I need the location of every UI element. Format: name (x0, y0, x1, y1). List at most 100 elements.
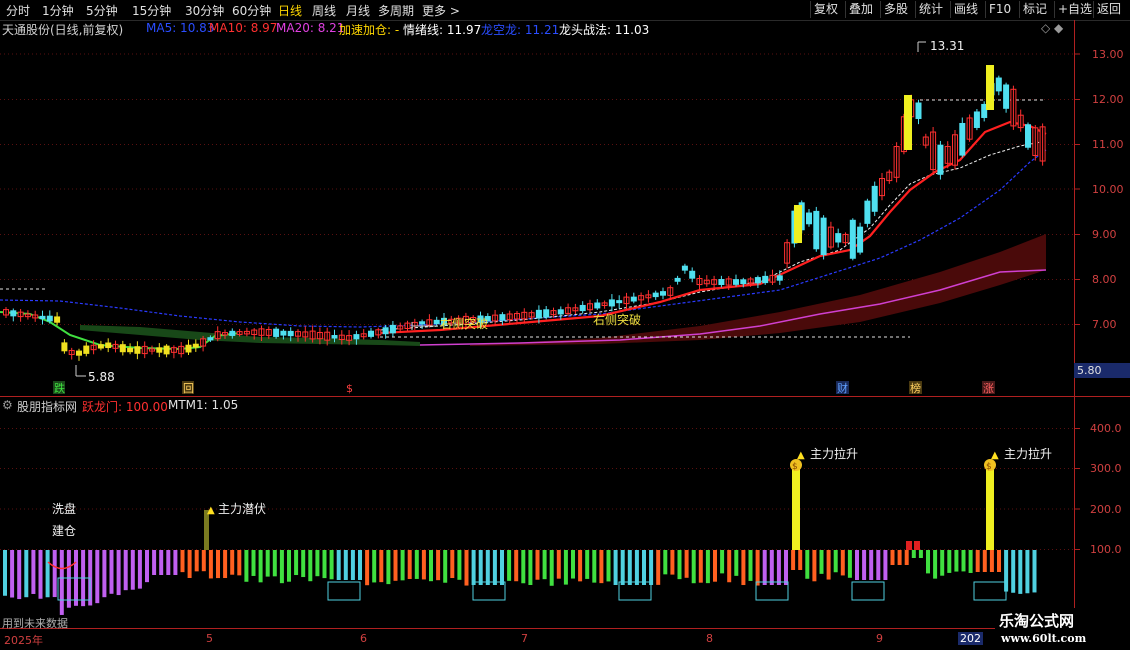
indicator-bar (542, 550, 547, 580)
indicator-bar (954, 550, 959, 572)
longkong-value: 龙空龙: 11.21 (481, 23, 560, 37)
indicator-bar (549, 550, 554, 586)
indicator-bar (840, 550, 845, 576)
indicator-bar (762, 550, 767, 585)
period-tab-1min[interactable]: 1分钟 (42, 4, 74, 18)
indicator-bar (358, 550, 362, 580)
indicator-bar (407, 550, 412, 579)
indicator-bar (784, 550, 788, 585)
indicator-bar (649, 550, 654, 585)
period-tab-multi[interactable]: 多周期 (378, 4, 415, 18)
indicator-bar (904, 550, 909, 565)
period-tab-fenshi[interactable]: 分时 (6, 4, 31, 18)
indicator-bar (826, 550, 831, 580)
jiancang-label: 建仓 (52, 524, 76, 538)
indicator-bar (386, 550, 391, 585)
indicator-name[interactable]: 股朋指标网 (17, 400, 78, 414)
back-button[interactable]: 返回 (1093, 1, 1124, 18)
indicator-bar (414, 550, 419, 579)
indicator-bar (109, 550, 114, 594)
indicator-bar (947, 550, 952, 573)
period-tab-15min[interactable]: 15分钟 (132, 4, 172, 18)
indicator-bar (187, 550, 192, 578)
price-label: 9.00 (1092, 228, 1117, 241)
fuquan-button[interactable]: 复权 (810, 1, 841, 18)
indicator-label: 100.0 (1090, 543, 1122, 556)
indicator-bar (1025, 550, 1030, 594)
gear-icon[interactable]: ⚙ (2, 398, 13, 412)
price-label: 12.00 (1092, 93, 1124, 106)
indicator-bar (443, 550, 448, 583)
indicator-bar (940, 550, 945, 576)
jiasu-value: 加速加仓: - (339, 23, 400, 37)
price-label: 13.00 (1092, 48, 1124, 61)
money-bag-icon: $ (986, 462, 992, 472)
indicator-bar (500, 550, 504, 585)
indicator-bar (130, 550, 135, 590)
indicator-bar (429, 550, 433, 582)
mark-button[interactable]: 标记 (1019, 1, 1050, 18)
period-tab-5min[interactable]: 5分钟 (86, 4, 118, 18)
indicator-bar (201, 550, 206, 572)
period-toolbar: 分时 1分钟 5分钟 15分钟 30分钟 60分钟 日线 周线 月线 多周期 更… (0, 0, 1130, 21)
indicator-bar (975, 550, 980, 572)
indicator-bar (208, 550, 213, 579)
indicator-bar (230, 550, 235, 575)
kline-chart[interactable]: 13.00 12.00 11.00 10.00 9.00 8.00 7.00 4… (0, 20, 1130, 650)
indicator-bar (421, 550, 426, 580)
indicator-bar (329, 550, 334, 580)
indicator-bar (812, 550, 817, 582)
multi-stock-button[interactable]: 多股 (880, 1, 911, 18)
zhuli-lasheng-label-1: 主力拉升 (810, 446, 858, 461)
indicator-bar (485, 550, 490, 585)
period-tab-weekly[interactable]: 周线 (312, 4, 337, 18)
xipan-label: 洗盘 (52, 501, 76, 516)
date-label: 9 (876, 632, 883, 645)
indicator-bar (66, 550, 71, 608)
indicator-bar (833, 550, 838, 573)
indicator-bar (933, 550, 938, 579)
event-zhang-marker: 涨 (983, 382, 994, 395)
statistics-button[interactable]: 统计 (915, 1, 946, 18)
current-price-box: 5.80 (1074, 363, 1130, 378)
indicator-bar (471, 550, 476, 585)
chart-controls-icon[interactable]: ◇ ◆ (1041, 21, 1064, 35)
indicator-bar (315, 550, 320, 577)
breakout-label-2: 右侧突破 (593, 312, 641, 327)
period-tab-more[interactable]: 更多 > (422, 4, 460, 18)
indicator-bar (159, 550, 164, 575)
indicator-bar (350, 550, 355, 580)
indicator-header: ⚙ 股朋指标网 跃龙门: 100.00 MTM1: 1.05 (0, 398, 1075, 414)
period-tab-monthly[interactable]: 月线 (346, 4, 371, 18)
indicator-signals: $ $ ▲ ▲ 主力拉升 主力拉升 ▲ 主力潜伏 洗盘 建仓 (47, 446, 1052, 601)
indicator-bar (805, 550, 810, 579)
indicator-bar (989, 550, 994, 572)
indicator-label: 400.0 (1090, 422, 1122, 435)
add-watchlist-button[interactable]: +自选 (1054, 1, 1095, 18)
overlay-button[interactable]: 叠加 (845, 1, 876, 18)
up-arrow-icon: ▲ (797, 450, 805, 461)
f10-button[interactable]: F10 (985, 1, 1014, 18)
indicator-bar (137, 550, 142, 589)
indicator-bar (237, 550, 242, 576)
period-tab-30min[interactable]: 30分钟 (185, 4, 225, 18)
indicator-bar (31, 550, 36, 594)
indicator-bar (798, 550, 803, 570)
indicator-bar (478, 550, 483, 585)
draw-line-button[interactable]: 画线 (950, 1, 981, 18)
indicator-bar (918, 550, 923, 558)
indicator-bar (152, 550, 157, 575)
indicator-bar (244, 550, 249, 582)
indicator-bar (876, 550, 881, 580)
period-tab-daily[interactable]: 日线 (278, 4, 303, 18)
indicator-bar (869, 550, 874, 580)
up-arrow-icon: ▲ (991, 450, 999, 461)
indicator-bar (741, 550, 746, 586)
indicator-bar (10, 550, 15, 598)
breakout-label-1: 右侧突破 (440, 316, 488, 331)
indicator-bar (691, 550, 696, 584)
indicator-bar (457, 550, 462, 580)
period-tab-60min[interactable]: 60分钟 (232, 4, 272, 18)
price-label: 8.00 (1092, 273, 1117, 286)
indicator-bar (776, 550, 781, 585)
